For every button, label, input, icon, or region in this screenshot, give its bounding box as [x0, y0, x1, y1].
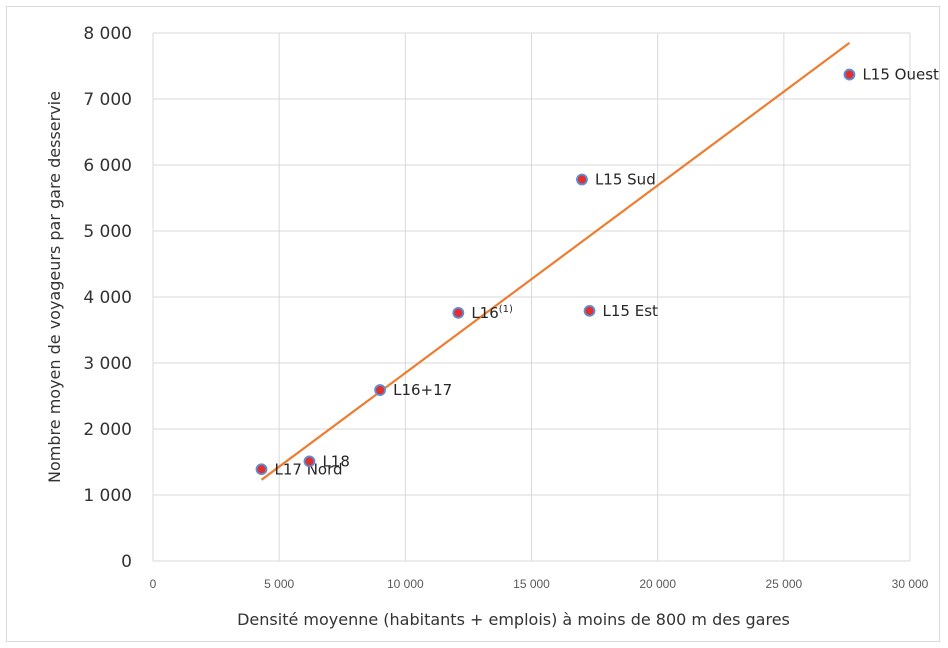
y-tick-label: 8 000 — [83, 24, 132, 44]
data-point — [843, 68, 856, 81]
y-tick-label: 2 000 — [83, 420, 132, 440]
point-label: L18 — [322, 452, 349, 470]
data-point — [583, 304, 596, 317]
tick-labels-layer: 0 5 000 10 000 15 000 20 000 25 000 30 000 0 1 0… — [83, 24, 928, 591]
point-label: L15 Sud — [595, 171, 656, 189]
point-label: L16(1) — [471, 304, 513, 322]
y-axis-title: Nombre moyen de voyageurs par gare desse… — [45, 91, 64, 483]
x-tick-label: 20 000 — [639, 577, 676, 591]
y-tick-label: 6 000 — [83, 156, 132, 176]
grid-layer — [152, 32, 911, 562]
x-axis-title: Densité moyenne (habitants + emplois) à … — [237, 610, 790, 629]
x-tick-label: 10 000 — [387, 577, 424, 591]
trendline — [260, 42, 851, 481]
x-tick-label: 5 000 — [264, 577, 294, 591]
y-tick-label: 3 000 — [83, 354, 132, 374]
point-label-text: L17 Nord — [275, 460, 343, 478]
x-tick-label: 30 000 — [892, 577, 929, 591]
data-point — [576, 173, 588, 186]
x-tick-label: 25 000 — [765, 577, 802, 591]
y-tick-label: 7 000 — [83, 90, 132, 110]
point-label-text: L16+17 — [393, 381, 452, 399]
x-tick-label: 15 000 — [513, 577, 550, 591]
point-label-text: L16 — [471, 304, 498, 322]
point-label-text: L15 Ouest — [862, 66, 939, 84]
point-label-text: L18 — [322, 452, 349, 470]
data-point — [374, 384, 387, 396]
y-tick-label: 4 000 — [83, 288, 132, 308]
trendline-layer — [260, 42, 851, 481]
point-label: L17 Nord — [275, 460, 343, 478]
point-label: L15 Est — [603, 302, 659, 320]
point-label: L15 Ouest — [862, 66, 939, 84]
x-tick-label: 0 — [150, 577, 157, 591]
point-label-text: L15 Sud — [595, 171, 656, 189]
y-tick-label: 5 000 — [83, 222, 132, 242]
point-label-superscript: (1) — [499, 304, 513, 315]
point-label: L16+17 — [393, 381, 452, 399]
y-tick-label: 0 — [121, 552, 132, 572]
data-point — [452, 306, 465, 319]
data-point — [303, 455, 316, 468]
y-tick-label: 1 000 — [83, 486, 132, 506]
point-label-text: L15 Est — [603, 302, 659, 320]
data-point — [255, 463, 268, 476]
